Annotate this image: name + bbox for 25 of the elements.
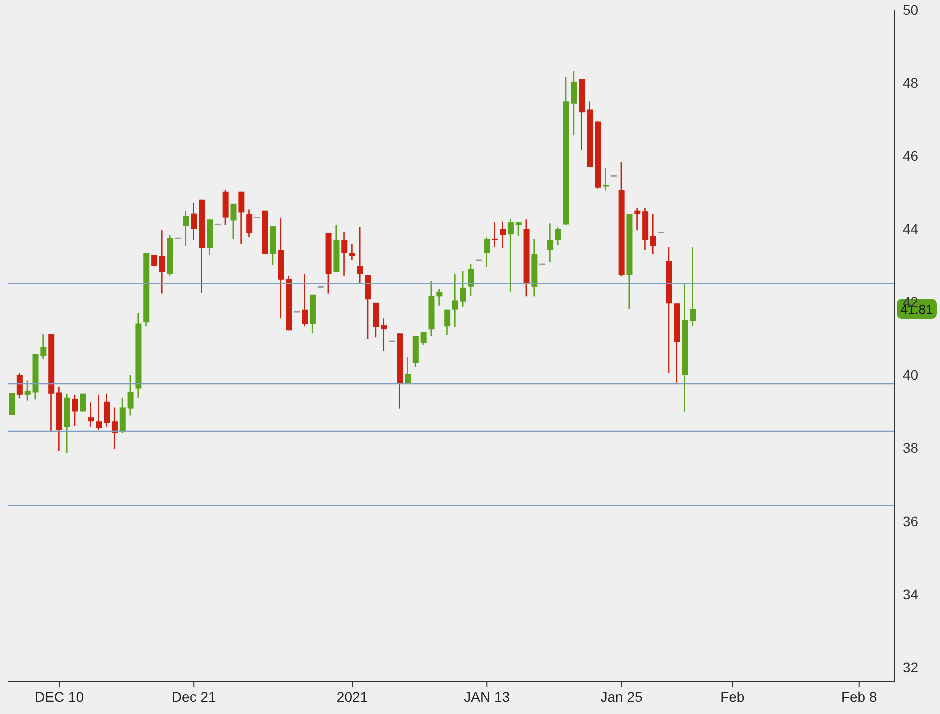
x-tick-label: 2021 (336, 689, 368, 705)
x-tick-label: JAN 13 (464, 689, 510, 705)
candlestick (88, 402, 94, 428)
candlestick (690, 247, 696, 327)
candlestick (350, 244, 356, 260)
x-tick-label: DEC 10 (34, 689, 84, 705)
y-tick-label: 46 (903, 148, 919, 164)
candlestick (634, 208, 641, 231)
candlestick (492, 222, 498, 248)
y-tick-label: 50 (903, 2, 919, 18)
candlestick (452, 274, 458, 328)
y-tick-label: 38 (903, 440, 919, 456)
x-tick-label: Feb 8 (841, 689, 878, 705)
x-tick-label: Dec 21 (172, 689, 217, 705)
x-tick-label: Feb (720, 689, 745, 705)
candlestick (96, 394, 102, 430)
x-tick-label: Jan 25 (600, 689, 643, 705)
candlestick (602, 168, 609, 191)
y-tick-label: 44 (903, 221, 919, 238)
y-tick-label: 40 (903, 367, 919, 384)
y-tick-label: 32 (903, 659, 919, 676)
candlestick (357, 227, 364, 284)
y-tick-label: 34 (903, 586, 919, 602)
y-tick-label: 36 (903, 513, 919, 530)
y-tick-label: 48 (903, 75, 919, 92)
